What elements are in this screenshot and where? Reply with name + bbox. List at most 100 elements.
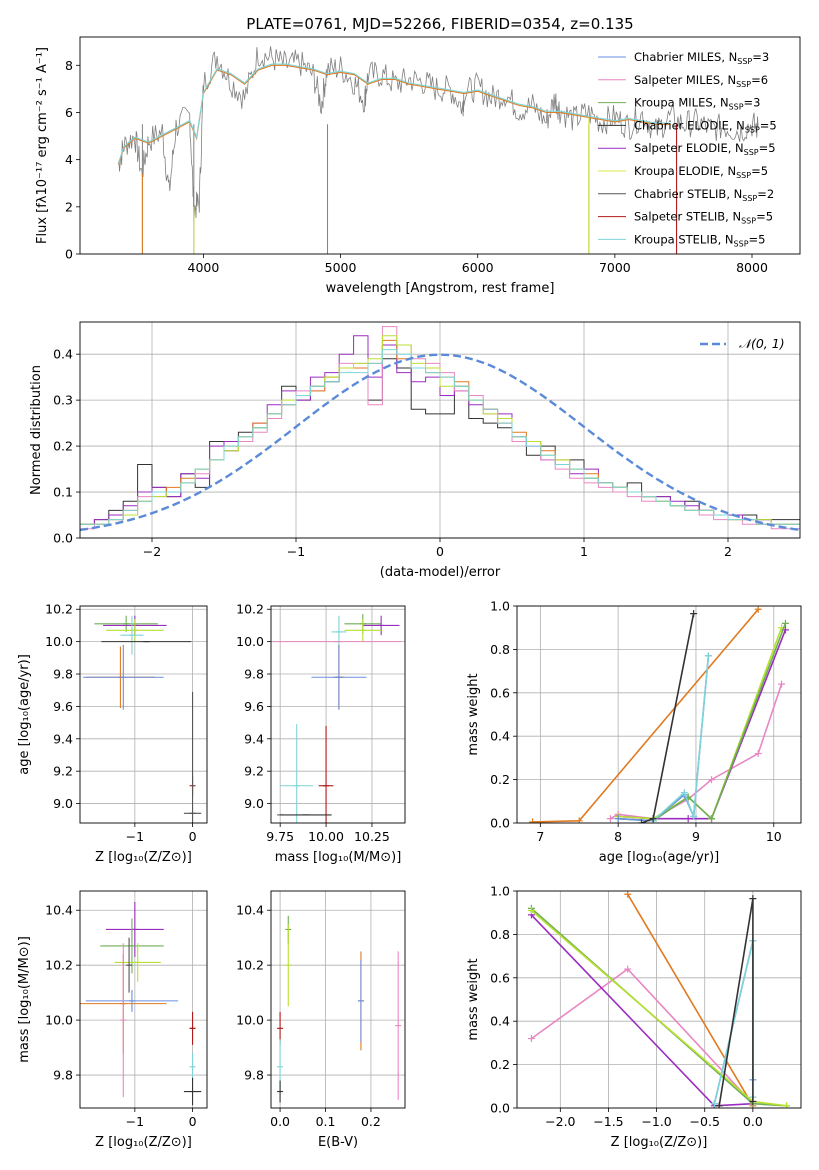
y-tick-label: 6 [65, 105, 73, 120]
weight-point-marker [781, 619, 789, 627]
y-tick-label: 0.2 [53, 439, 73, 454]
x-tick-label: 8 [614, 829, 622, 844]
weight-point-marker [606, 815, 614, 823]
legend-sub: SSP [737, 57, 752, 66]
y-tick-label: 4 [65, 152, 73, 167]
x-axis-label: (data-model)/error [380, 565, 501, 580]
x-tick-label: 0.1 [316, 1114, 336, 1129]
legend-entry: Kroupa STELIB, NSSP=5 [634, 232, 765, 248]
error-point [105, 901, 164, 957]
error-point [280, 724, 314, 823]
histogram-series [80, 349, 800, 525]
x-tick-label: 9 [692, 829, 700, 844]
weight-point-marker [704, 652, 712, 660]
axes-frame [79, 36, 801, 255]
weight-point-marker [749, 895, 757, 903]
legend-sub: SSP [736, 171, 751, 180]
plot-area [277, 915, 402, 1103]
y-tick-label: 9.8 [244, 1068, 264, 1083]
legend-label: Salpeter STELIB, N [634, 210, 741, 224]
error-point [285, 923, 292, 1007]
weight-point-marker [690, 610, 698, 618]
legend-sub: SSP [734, 239, 749, 248]
weight-point-marker [575, 817, 583, 823]
error-point [357, 959, 364, 1043]
weight-point-marker [754, 606, 762, 613]
x-tick-label: 2 [724, 544, 732, 559]
y-tick-label: 10.2 [45, 958, 73, 973]
legend-entry: Salpeter MILES, NSSP=6 [634, 73, 768, 89]
x-tick-label: −2 [143, 544, 161, 559]
axes-frame [79, 605, 208, 824]
y-tick-label: 10.4 [236, 903, 264, 918]
legend-sub: SSP [741, 217, 756, 226]
legend-entry: Salpeter ELODIE, NSSP=5 [634, 141, 776, 157]
plot-area [529, 606, 789, 823]
legend-suffix: =5 [749, 232, 766, 246]
error-point [82, 644, 164, 710]
y-tick-label: 1.0 [490, 599, 510, 614]
x-axis-label: Z [log₁₀(Z/Z⊙)] [611, 1135, 708, 1150]
axes-frame [270, 890, 406, 1109]
panel-age_vs_Z: −1 0 9.0 9.2 9.4 9.6 9.8 10.0 10.2 Z [log₁₀(Z/Z⊙)… [17, 602, 208, 865]
y-axis-label: Normed distribution [29, 365, 44, 495]
legend-sub: SSP [742, 194, 757, 203]
weight-series-line [532, 608, 759, 823]
error-point [100, 918, 164, 974]
x-tick-label: 10.00 [308, 829, 344, 844]
error-point [105, 618, 164, 642]
legend-suffix: =3 [752, 50, 769, 64]
y-tick-label: 0.6 [490, 685, 510, 700]
y-tick-label: 0.4 [53, 347, 73, 362]
x-tick-label: 7000 [599, 260, 631, 275]
plot-area [80, 901, 202, 1106]
x-tick-label: −1 [287, 544, 305, 559]
weight-point-marker [637, 819, 645, 823]
observed-spectrum [118, 46, 759, 224]
x-axis-label: Z [log₁₀(Z/Z⊙)] [95, 850, 192, 865]
y-tick-label: 0.3 [53, 393, 73, 408]
y-tick-label: 0.0 [490, 1101, 510, 1116]
weight-point-marker [783, 1102, 791, 1108]
error-point [362, 615, 400, 636]
y-tick-label: 0.0 [490, 816, 510, 831]
legend-label: Chabrier MILES, N [634, 50, 737, 64]
x-tick-label: −1.0 [641, 1114, 671, 1129]
panel-spectrum: 4000 5000 6000 7000 8000 0 2 4 6 8 wavelength [Ang… [35, 36, 801, 296]
y-tick-label: 9.0 [53, 796, 73, 811]
legend-suffix: =3 [744, 96, 761, 110]
x-tick-label: 6000 [462, 260, 494, 275]
y-tick-label: 2 [65, 199, 73, 214]
legend-entry: Kroupa ELODIE, NSSP=5 [634, 164, 768, 180]
legend-sub: SSP [729, 103, 744, 112]
y-tick-label: 10.2 [236, 602, 264, 617]
axes-frame [516, 605, 802, 824]
panel-age_vs_mass: 9.75 10.00 10.25 9.0 9.2 9.4 9.6 9.8 10.0 10.2 mas… [236, 602, 406, 865]
weight-point-marker [754, 750, 762, 758]
y-tick-label: 9.2 [244, 764, 264, 779]
legend-label: Salpeter ELODIE, N [634, 141, 744, 155]
axes-frame [79, 890, 208, 1109]
x-tick-label: −0.5 [690, 1114, 720, 1129]
legend-suffix: =5 [751, 164, 768, 178]
y-axis-label: Flux [fλ10⁻¹⁷ erg cm⁻² s⁻¹ A⁻¹] [35, 47, 50, 244]
x-tick-label: −1 [126, 1114, 144, 1129]
figure-title: PLATE=0761, MJD=52266, FIBERID=0354, z=0… [246, 15, 633, 33]
y-axis-label: mass weight [466, 673, 481, 755]
error-point [114, 943, 161, 982]
error-point [120, 615, 144, 655]
x-tick-label: 10 [766, 829, 782, 844]
plot-area [272, 614, 402, 823]
weight-point-marker [715, 1102, 723, 1108]
error-point [189, 1011, 196, 1045]
x-tick-label: 0.0 [743, 1114, 763, 1129]
panel-residuals: −2 −1 0 1 2 0.0 0.1 0.2 0.3 0.4 (data-model)/error… [29, 321, 801, 580]
error-point [183, 691, 202, 823]
weight-point-marker [708, 776, 716, 784]
error-point [126, 937, 133, 993]
y-tick-label: 10.4 [45, 903, 73, 918]
weight-point-marker [624, 965, 632, 973]
weight-point-marker [680, 789, 688, 797]
y-tick-label: 0.8 [490, 642, 510, 657]
